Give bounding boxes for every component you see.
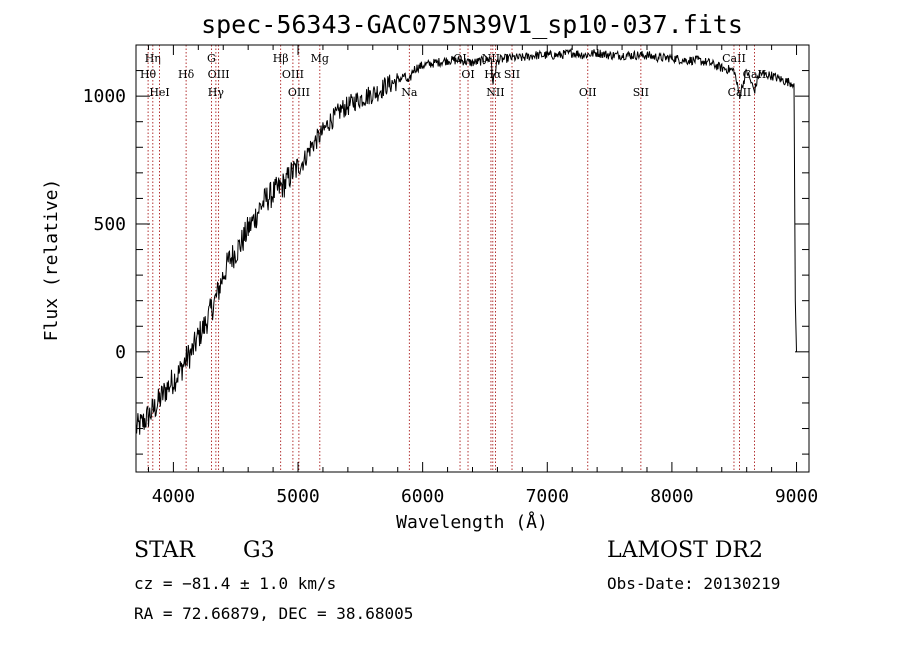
x-tick-label-4000: 4000 <box>152 486 195 507</box>
line-label-13: OI <box>461 68 474 81</box>
line-label-10: Mg <box>311 52 329 65</box>
x-tick-label-6000: 6000 <box>401 486 444 507</box>
plot-frame <box>135 44 810 473</box>
line-label-12: OI <box>453 52 466 65</box>
y-tick-label-0: 0 <box>115 342 126 363</box>
spectrum-line <box>135 47 797 435</box>
line-label-0: Hη <box>145 52 161 65</box>
spectral-line-markers: HηHθHeIHδGOIIIHγHβOIIIOIIIMgNaOIOINIIHαN… <box>140 45 766 472</box>
y-tick-label-500: 500 <box>93 214 126 235</box>
coordinates: RA = 72.66879, DEC = 38.68005 <box>134 604 414 623</box>
line-label-8: OIII <box>282 68 304 81</box>
x-tick-label-7000: 7000 <box>526 486 569 507</box>
line-label-7: Hβ <box>273 52 289 65</box>
line-label-16: NII <box>486 86 504 99</box>
x-tick-label-8000: 8000 <box>650 486 693 507</box>
x-tick-label-5000: 5000 <box>276 486 319 507</box>
line-label-17: SII <box>504 68 520 81</box>
object-subclass: G3 <box>243 538 275 563</box>
x-tick-label-9000: 9000 <box>775 486 818 507</box>
line-label-4: G <box>207 52 216 65</box>
line-label-5: OIII <box>208 68 230 81</box>
object-class: STAR <box>134 538 195 563</box>
y-axis-label: Flux (relative) <box>41 179 62 342</box>
line-label-20: CaII <box>722 52 746 65</box>
redshift-info: cz = −81.4 ± 1.0 km/s <box>134 574 337 593</box>
observation-date: Obs-Date: 20130219 <box>607 574 781 593</box>
line-label-11: Na <box>401 86 418 99</box>
line-label-9: OIII <box>288 86 310 99</box>
line-label-3: Hδ <box>178 68 195 81</box>
survey-label: LAMOST DR2 <box>607 538 763 563</box>
x-axis-label: Wavelength (Å) <box>396 511 548 533</box>
line-label-6: Hγ <box>208 86 225 99</box>
line-label-1: Hθ <box>140 68 157 81</box>
line-label-19: SII <box>633 86 649 99</box>
line-label-18: OII <box>579 86 597 99</box>
line-label-21: CaII <box>728 86 752 99</box>
axis-ticks: 4000 5000 6000 7000 8000 9000 0 500 1000 <box>83 45 818 507</box>
line-label-15: Hα <box>484 68 502 81</box>
line-label-2: HeI <box>149 86 169 99</box>
y-tick-label-1000: 1000 <box>83 86 126 107</box>
chart-title: spec-56343-GAC075N39V1_sp10-037.fits <box>201 10 743 39</box>
